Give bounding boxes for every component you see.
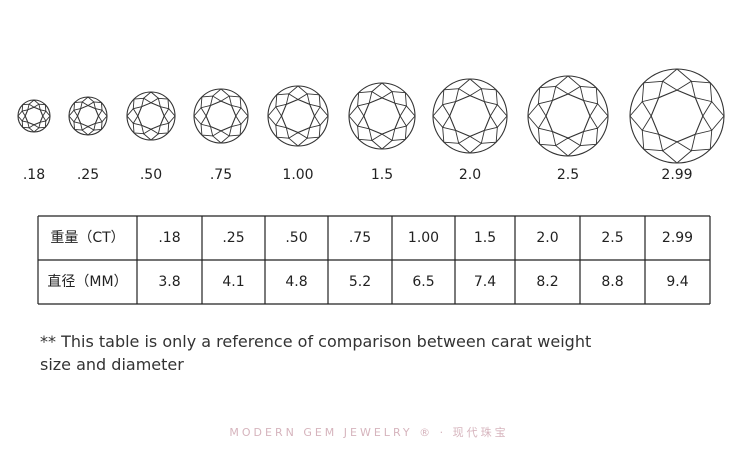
table-cell: 1.5 [474, 230, 496, 246]
gem-facets [348, 82, 416, 150]
gem-table [205, 100, 237, 132]
gem-facets [126, 91, 176, 141]
gem-label: .18 [23, 167, 45, 183]
gem-table [76, 104, 100, 128]
table-cell: .25 [222, 230, 244, 246]
gem-table [650, 89, 704, 143]
gem-table [280, 98, 316, 134]
gem-label: .75 [210, 167, 232, 183]
gem-facets [527, 75, 609, 157]
table-cell: 9.4 [666, 274, 688, 290]
gem-table [545, 93, 591, 139]
row-header: 重量（CT） [50, 230, 124, 246]
table-cell: .75 [349, 230, 371, 246]
gem-table [449, 95, 491, 137]
gem-facets [267, 85, 329, 147]
table-cell: 8.2 [536, 274, 558, 290]
row-header: 直径（MM） [47, 273, 127, 290]
gem-facets [432, 78, 508, 154]
gem-table [363, 97, 401, 135]
gem-label: 2.0 [459, 167, 481, 183]
footnote: ** This table is only a reference of com… [40, 332, 602, 374]
table-cell: 2.5 [601, 230, 623, 246]
table-cell: 2.0 [536, 230, 558, 246]
table-cell: 5.2 [349, 274, 371, 290]
gem-label: 2.5 [557, 167, 579, 183]
gem-table [137, 102, 165, 130]
table-cell: 3.8 [158, 274, 180, 290]
gem-label: 1.5 [371, 167, 393, 183]
table-cell: .50 [285, 230, 307, 246]
gem-facets [629, 68, 725, 164]
table-cell: 1.00 [408, 230, 439, 246]
gem-facets [68, 96, 108, 136]
gem-label: 1.00 [282, 167, 313, 183]
table-cell: 2.99 [662, 230, 693, 246]
brand-footer: MODERN GEM JEWELRY ® · 现代珠宝 [229, 426, 509, 439]
table-cell: 6.5 [412, 274, 434, 290]
gem-label: .50 [140, 167, 162, 183]
table-cell: .18 [158, 230, 180, 246]
gem-table [24, 106, 44, 126]
table-cell: 7.4 [474, 274, 496, 290]
table-cell: 4.8 [285, 274, 307, 290]
gem-label: 2.99 [661, 167, 692, 183]
gem-facets [17, 99, 51, 133]
gem-label: .25 [77, 167, 99, 183]
table-cell: 8.8 [601, 274, 623, 290]
table-cell: 4.1 [222, 274, 244, 290]
gem-facets [193, 88, 249, 144]
